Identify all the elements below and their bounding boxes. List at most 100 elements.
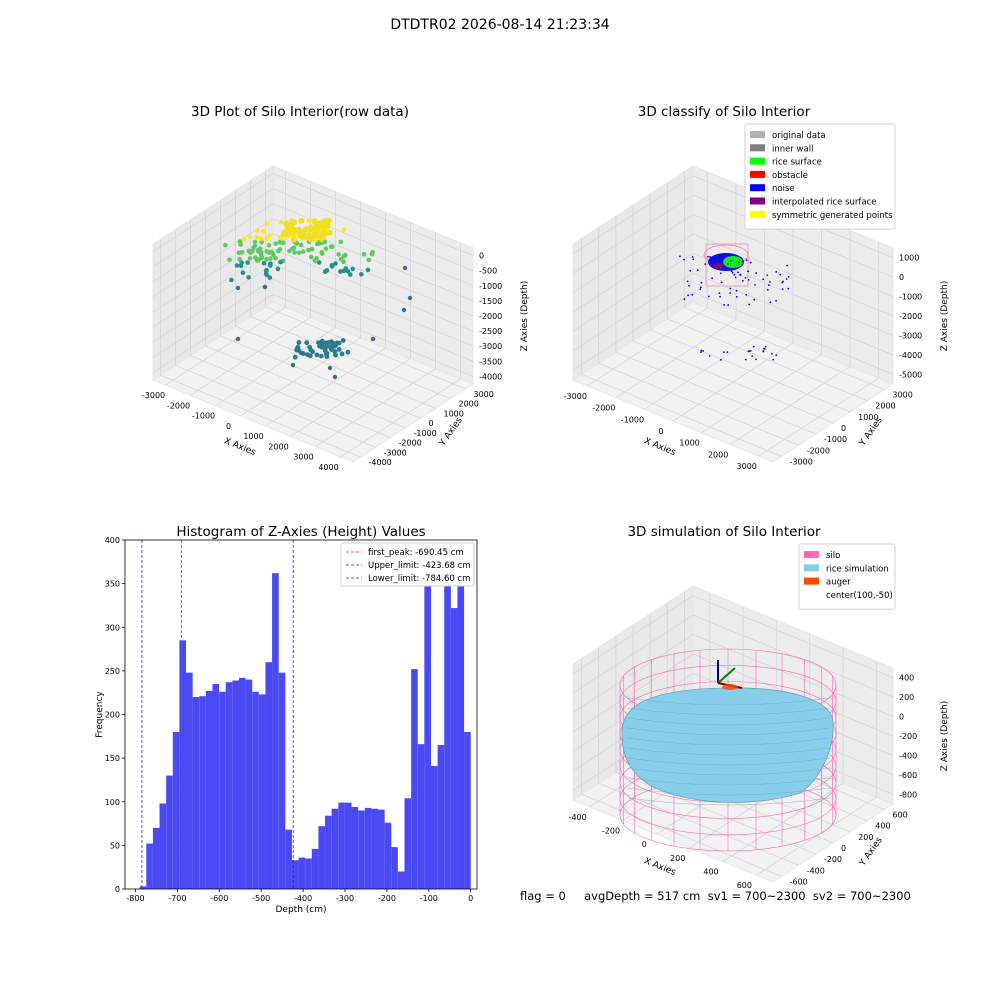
p1-point [345, 269, 351, 274]
p1-point [236, 250, 242, 256]
p1-point [366, 257, 372, 263]
p3-bar [364, 807, 372, 889]
p1-point [332, 349, 338, 354]
p2-point [785, 278, 788, 280]
p1-ztick-label: -2000 [479, 312, 502, 321]
p1-point [238, 263, 244, 269]
p3-bar [444, 561, 451, 889]
p4-rice-mesh [627, 727, 831, 736]
p1-point [237, 239, 243, 244]
p4-ztick-label: -400 [899, 751, 917, 760]
p2-point [744, 277, 747, 279]
p2-point [729, 260, 732, 262]
p1-point [273, 255, 278, 261]
p2-point [749, 350, 752, 352]
p2-point [679, 255, 681, 258]
p2-zgrid [572, 175, 894, 259]
p1-point [291, 219, 297, 226]
p3-bar [166, 775, 173, 889]
figure-title: DTDTR02 2026-08-14 21:23:34 [390, 17, 610, 33]
p4-ztick-label: -600 [899, 771, 917, 780]
p2-point [775, 271, 778, 273]
p1-point [292, 250, 298, 255]
p4-legend-label: rice simulation [826, 564, 889, 574]
p1-point [324, 344, 329, 350]
p1-point [361, 252, 367, 257]
p1-xtick-label: -3000 [142, 391, 165, 400]
p2-point [687, 294, 689, 297]
p1-ytick-label: -1000 [414, 429, 437, 438]
p3-xtick-label: 0 [468, 894, 473, 903]
p1-point [252, 239, 258, 245]
p4-zaxis-label: Z Axies (Depth) [940, 701, 950, 772]
p1-point [235, 285, 241, 291]
p1-point [296, 340, 302, 345]
p3-ytick-label: 400 [105, 536, 120, 545]
p1-point [343, 252, 348, 258]
p2-point [720, 272, 722, 275]
p4-rice-mesh [627, 797, 831, 806]
p2-xgrid [615, 183, 737, 398]
p1-point [254, 228, 260, 233]
p3-bar [391, 847, 398, 889]
panel3-histogram: -800 -700 -600 -500 -400 -300 -200 -100 0 0 50 100 1… [95, 536, 478, 915]
p2-zgrid [572, 291, 894, 375]
panel4-title: 3D simulation of Silo Interior [627, 524, 821, 540]
p2-point [727, 263, 729, 265]
p2-point [688, 284, 690, 287]
p1-ytick-label: -3000 [384, 448, 407, 457]
p1-point [304, 340, 310, 346]
p1-point [237, 257, 242, 262]
p1-point [323, 246, 329, 251]
p2-point [689, 269, 692, 272]
p1-point [273, 241, 279, 246]
p2-point [683, 258, 685, 261]
p4-ztick-label: -800 [899, 790, 917, 799]
p4-rice-mesh [627, 777, 831, 786]
p2-ztick-label: -2000 [899, 312, 922, 321]
p1-xtick-label: 1000 [243, 432, 263, 441]
p2-point [751, 355, 754, 357]
p2-point [771, 353, 773, 355]
p1-point [336, 347, 342, 352]
p2-legend-frame [744, 123, 896, 230]
panel3-title: Histogram of Z-Axies (Height) Values [176, 524, 426, 540]
p2-zgrid [572, 194, 894, 278]
p1-xgrid [340, 242, 461, 458]
p2-point [766, 274, 769, 276]
p1-point [259, 236, 264, 241]
p1-ytick-label: 1000 [444, 409, 464, 418]
p2-point [686, 280, 689, 283]
p2-point [769, 301, 772, 304]
p2-point [779, 273, 782, 276]
p2-point [719, 256, 721, 259]
p1-zgrid [152, 293, 474, 377]
p1-point [401, 307, 407, 313]
p4-legend-swatch [804, 577, 819, 585]
p2-point [754, 284, 756, 286]
p3-bar [285, 829, 292, 889]
p2-ygrid [615, 216, 817, 435]
p2-ytick-label: 3000 [892, 391, 912, 400]
p2-point [735, 295, 738, 298]
p2-point [764, 345, 767, 348]
p4-legend-label: auger [826, 578, 851, 588]
p1-point [254, 235, 260, 240]
p4-rice-mesh [627, 717, 831, 726]
p2-point [786, 264, 788, 267]
p1-ygrid [190, 219, 391, 438]
p2-point [700, 286, 702, 289]
p1-point [316, 340, 321, 345]
p3-bar [457, 561, 465, 889]
p3-bar [358, 810, 365, 889]
p3-bar [344, 802, 352, 889]
p1-point [316, 260, 322, 265]
p3-ytick-label: 100 [105, 798, 120, 807]
p1-point [341, 227, 347, 232]
p1-point [290, 362, 296, 368]
p3-ytick-label: 300 [105, 623, 120, 632]
p2-xtick-label: -3000 [564, 392, 587, 401]
p3-bar [258, 694, 266, 889]
p2-point [730, 270, 733, 272]
